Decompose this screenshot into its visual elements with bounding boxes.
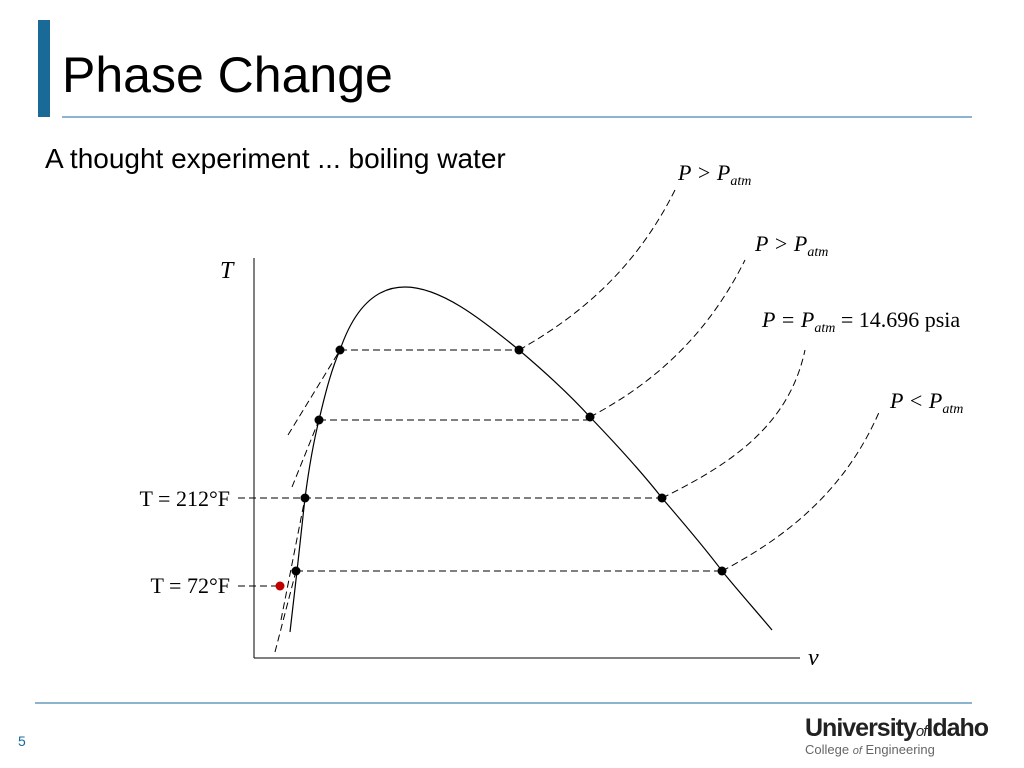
isobar-label: P > Patm	[677, 160, 751, 189]
x-axis-label: v	[808, 645, 819, 671]
isobar-label: P = Patm = 14.696 psia	[761, 307, 960, 336]
diagram: T v P > Patm P > Patm P = Patm = 14.696 …	[140, 160, 964, 671]
title-accent	[38, 20, 50, 117]
subtitle: A thought experiment ... boiling water	[45, 143, 506, 174]
isobar-label: P < Patm	[889, 388, 963, 417]
logo-college: College of Engineering	[805, 742, 935, 757]
saturation-dome	[289, 286, 773, 633]
state-points	[291, 345, 727, 576]
page-number: 5	[18, 733, 26, 749]
vapor-isobars	[518, 189, 881, 572]
isobar-label: P > Patm	[754, 231, 828, 260]
initial-state	[275, 581, 285, 591]
temperature-label: T = 212°F	[140, 486, 230, 511]
y-axis-label: T	[220, 258, 235, 284]
temperature-label: T = 72°F	[151, 573, 230, 598]
logo-name: UniversityofIdaho	[805, 714, 989, 742]
isotherms	[238, 349, 722, 587]
liquid-isobars	[274, 349, 341, 653]
title: Phase Change	[62, 47, 393, 103]
